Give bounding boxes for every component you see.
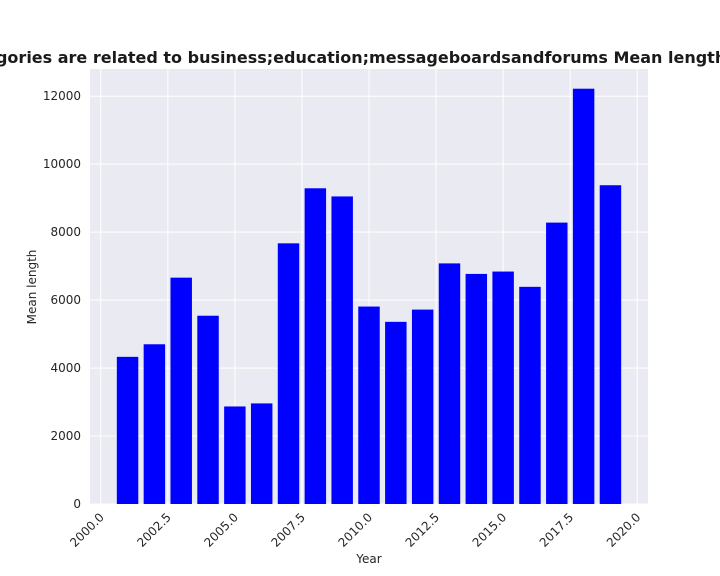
bar-2010 — [358, 306, 380, 504]
bar-2014 — [465, 273, 488, 504]
x-axis-label: Year — [355, 552, 381, 566]
chart-title: Sites whose categories are related to bu… — [0, 48, 720, 67]
bar-2003 — [170, 277, 192, 504]
bar-2007 — [277, 243, 300, 504]
bar-2005 — [224, 406, 246, 504]
bar-2001 — [116, 356, 139, 504]
x-tick-label: 2002.5 — [134, 510, 174, 550]
x-tick-label: 2012.5 — [403, 510, 443, 550]
bar-2011 — [385, 321, 407, 504]
y-tick-label: 2000 — [50, 429, 81, 443]
y-tick-label: 10000 — [43, 157, 81, 171]
bar-2016 — [519, 286, 541, 504]
x-tick-label: 2017.5 — [537, 510, 577, 550]
x-tick-label: 2000.0 — [67, 510, 107, 550]
y-tick-label: 12000 — [43, 89, 81, 103]
x-tick-label: 2015.0 — [470, 510, 510, 550]
bar-2004 — [197, 315, 219, 504]
bar-2012 — [411, 309, 434, 504]
y-tick-labels: 0 2000 4000 6000 8000 10000 12000 — [43, 89, 81, 511]
bar-2008 — [304, 188, 327, 504]
x-tick-label: 2010.0 — [336, 510, 376, 550]
y-tick-label: 6000 — [50, 293, 81, 307]
bar-2013 — [438, 263, 461, 504]
bar-2015 — [492, 271, 514, 504]
x-tick-label: 2007.5 — [268, 510, 308, 550]
y-tick-label: 4000 — [50, 361, 81, 375]
x-tick-label: 2020.0 — [604, 510, 644, 550]
y-axis-label: Mean length — [25, 250, 39, 325]
bars — [116, 88, 622, 504]
y-tick-label: 0 — [73, 497, 81, 511]
x-tick-label: 2005.0 — [201, 510, 241, 550]
y-tick-label: 8000 — [50, 225, 81, 239]
bar-2009 — [331, 196, 353, 504]
bar-2006 — [250, 403, 273, 504]
bar-2018 — [572, 88, 595, 504]
bar-2019 — [599, 185, 622, 504]
x-tick-labels: 2000.0 2002.5 2005.0 2007.5 2010.0 2012.5 2015… — [67, 510, 643, 550]
bar-2017 — [546, 222, 568, 504]
bar-2002 — [143, 344, 166, 504]
